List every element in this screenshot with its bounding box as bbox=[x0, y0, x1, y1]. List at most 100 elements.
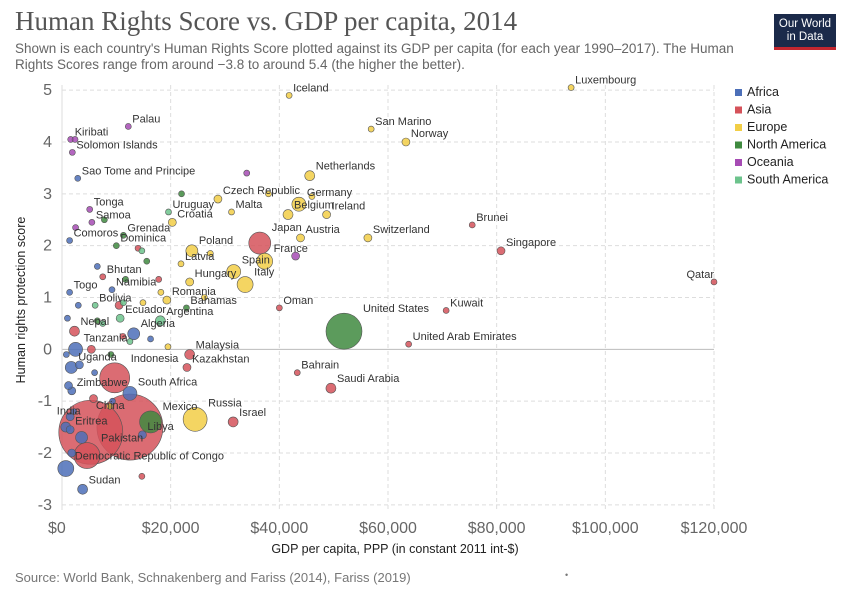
data-point[interactable] bbox=[291, 251, 300, 261]
data-point[interactable] bbox=[72, 224, 79, 231]
data-point[interactable] bbox=[143, 257, 151, 265]
data-point[interactable] bbox=[177, 260, 185, 268]
data-point[interactable] bbox=[70, 408, 78, 415]
data-point[interactable] bbox=[243, 169, 251, 177]
data-point[interactable] bbox=[293, 369, 301, 376]
data-point[interactable] bbox=[119, 333, 127, 340]
data-point[interactable] bbox=[67, 448, 77, 458]
data-point[interactable] bbox=[184, 349, 195, 360]
data-point[interactable] bbox=[74, 174, 82, 182]
data-point[interactable] bbox=[91, 369, 98, 376]
data-point[interactable] bbox=[227, 416, 239, 428]
data-point[interactable] bbox=[109, 397, 116, 405]
data-point[interactable] bbox=[185, 244, 199, 258]
data-point[interactable] bbox=[91, 301, 99, 309]
legend-item[interactable]: Europe bbox=[747, 120, 787, 134]
data-point[interactable] bbox=[183, 304, 190, 312]
data-point[interactable] bbox=[155, 276, 163, 283]
data-point[interactable] bbox=[155, 315, 166, 327]
data-point[interactable] bbox=[164, 343, 172, 351]
data-point[interactable] bbox=[282, 209, 294, 220]
data-point[interactable] bbox=[138, 247, 146, 255]
data-point[interactable] bbox=[256, 252, 273, 270]
data-point[interactable] bbox=[291, 196, 307, 212]
data-point[interactable] bbox=[363, 233, 373, 243]
data-point[interactable] bbox=[710, 278, 718, 286]
data-point[interactable] bbox=[162, 295, 172, 305]
data-point[interactable] bbox=[226, 264, 241, 279]
data-point[interactable] bbox=[101, 216, 108, 224]
data-point[interactable] bbox=[228, 208, 235, 216]
data-point[interactable] bbox=[113, 242, 120, 249]
data-point[interactable] bbox=[115, 313, 125, 323]
data-point[interactable] bbox=[75, 431, 88, 444]
data-point[interactable] bbox=[367, 125, 375, 133]
data-point[interactable] bbox=[248, 231, 272, 255]
data-point[interactable] bbox=[276, 304, 283, 312]
data-point[interactable] bbox=[88, 219, 96, 226]
data-point[interactable] bbox=[265, 190, 272, 198]
data-point[interactable] bbox=[213, 194, 223, 204]
data-point[interactable] bbox=[64, 314, 71, 322]
data-point[interactable] bbox=[106, 403, 114, 410]
data-point[interactable] bbox=[139, 410, 162, 434]
data-point[interactable] bbox=[57, 460, 75, 477]
data-point[interactable] bbox=[182, 406, 208, 432]
data-point[interactable] bbox=[65, 425, 75, 434]
data-point[interactable] bbox=[89, 394, 98, 403]
data-point[interactable] bbox=[139, 299, 147, 306]
data-point[interactable] bbox=[442, 307, 450, 314]
data-point[interactable] bbox=[66, 289, 73, 296]
data-point[interactable] bbox=[94, 317, 101, 325]
data-point[interactable] bbox=[496, 246, 506, 256]
legend-item[interactable]: North America bbox=[747, 138, 826, 152]
data-point[interactable] bbox=[99, 273, 107, 281]
data-point[interactable] bbox=[207, 250, 214, 257]
owid-logo[interactable]: Our World in Data bbox=[774, 14, 836, 50]
data-point[interactable] bbox=[401, 137, 411, 147]
data-point[interactable] bbox=[165, 208, 172, 216]
data-point[interactable] bbox=[120, 299, 127, 306]
data-point[interactable] bbox=[296, 233, 305, 243]
data-point[interactable] bbox=[126, 338, 134, 345]
legend-item[interactable]: Oceania bbox=[747, 155, 794, 169]
data-point[interactable] bbox=[182, 363, 192, 372]
data-point[interactable] bbox=[236, 276, 254, 293]
data-point[interactable] bbox=[107, 351, 115, 358]
data-point[interactable] bbox=[201, 294, 208, 301]
data-point[interactable] bbox=[285, 92, 293, 99]
data-point[interactable] bbox=[120, 232, 127, 239]
data-point[interactable] bbox=[138, 430, 147, 440]
data-point[interactable] bbox=[66, 237, 73, 244]
data-point[interactable] bbox=[71, 136, 79, 143]
data-point[interactable] bbox=[325, 382, 337, 394]
data-point[interactable] bbox=[99, 362, 131, 394]
data-point[interactable] bbox=[75, 360, 84, 370]
data-point[interactable] bbox=[65, 412, 75, 422]
data-point[interactable] bbox=[124, 123, 132, 130]
data-point[interactable] bbox=[138, 473, 146, 480]
data-point[interactable] bbox=[86, 206, 94, 213]
data-point[interactable] bbox=[185, 277, 194, 287]
data-point[interactable] bbox=[468, 221, 476, 229]
data-point[interactable] bbox=[325, 312, 363, 350]
data-point[interactable] bbox=[64, 381, 73, 390]
data-point[interactable] bbox=[304, 170, 316, 182]
data-point[interactable] bbox=[308, 193, 316, 200]
data-point[interactable] bbox=[75, 301, 82, 309]
legend-item[interactable]: Asia bbox=[747, 103, 771, 117]
data-point[interactable] bbox=[99, 320, 107, 327]
data-point[interactable] bbox=[127, 327, 141, 341]
data-point[interactable] bbox=[87, 345, 96, 354]
legend-item[interactable]: Africa bbox=[747, 85, 779, 99]
data-point[interactable] bbox=[69, 149, 76, 156]
data-point[interactable] bbox=[69, 325, 80, 337]
data-point[interactable] bbox=[63, 351, 70, 358]
data-point[interactable] bbox=[405, 340, 412, 348]
data-point[interactable] bbox=[167, 218, 177, 227]
data-point[interactable] bbox=[77, 483, 88, 495]
data-point[interactable] bbox=[94, 263, 101, 270]
data-point[interactable] bbox=[322, 210, 331, 219]
data-point[interactable] bbox=[68, 342, 83, 357]
data-point[interactable] bbox=[108, 286, 116, 294]
